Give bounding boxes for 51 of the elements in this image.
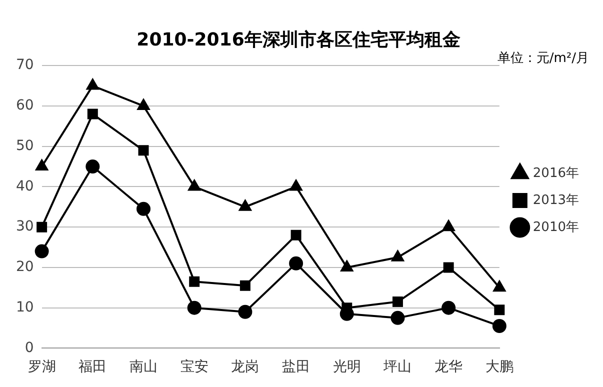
x-tick-label: 罗湖	[28, 359, 56, 376]
point	[443, 262, 454, 273]
y-tick-label: 40	[16, 178, 34, 194]
x-tick-label: 宝安	[180, 359, 208, 376]
x-tick-label: 光明	[332, 359, 361, 376]
legend-label: 2010年	[532, 220, 580, 235]
y-tick-label: 30	[16, 218, 34, 235]
y-tick-label: 60	[16, 98, 34, 114]
point	[36, 160, 48, 171]
point	[187, 300, 202, 315]
point	[238, 304, 252, 319]
point	[390, 310, 405, 325]
point	[188, 180, 201, 191]
point	[86, 160, 100, 174]
point	[189, 276, 200, 287]
point	[492, 318, 506, 333]
point	[238, 200, 252, 211]
point	[392, 250, 404, 262]
chart-title: 2010-2016年深圳市各区住宅平均租金	[136, 29, 460, 50]
point	[493, 280, 506, 292]
legend-label: 2013年	[532, 192, 580, 208]
x-tick-label: 南山	[130, 359, 158, 376]
point	[392, 296, 403, 308]
x-tick-label: 福田	[78, 359, 107, 376]
point	[136, 202, 151, 216]
point	[289, 256, 304, 270]
y-tick-label: 0	[24, 340, 34, 356]
point	[290, 230, 302, 240]
point	[86, 78, 99, 90]
x-tick-label: 大鹏	[485, 359, 514, 376]
point	[137, 98, 150, 110]
point	[442, 300, 456, 315]
point	[36, 222, 48, 232]
point	[290, 180, 302, 191]
point	[87, 108, 98, 120]
y-tick-label: 20	[16, 259, 34, 276]
legend-label: 2016年	[532, 166, 580, 181]
point	[340, 260, 354, 272]
y-tick-label: 10	[16, 299, 34, 316]
point	[442, 220, 455, 232]
x-tick-label: 龙华	[434, 359, 463, 376]
point	[240, 280, 250, 291]
x-tick-label: 盐田	[282, 359, 310, 376]
x-tick-label: 龙岗	[231, 359, 260, 376]
point	[34, 244, 49, 258]
y-tick-label: 50	[16, 138, 34, 154]
point	[494, 304, 505, 316]
y-tick-label: 70	[16, 57, 34, 74]
x-tick-label: 坪山	[382, 359, 412, 376]
point	[138, 145, 149, 156]
annotation: 单位：元/m²/月	[497, 50, 589, 66]
